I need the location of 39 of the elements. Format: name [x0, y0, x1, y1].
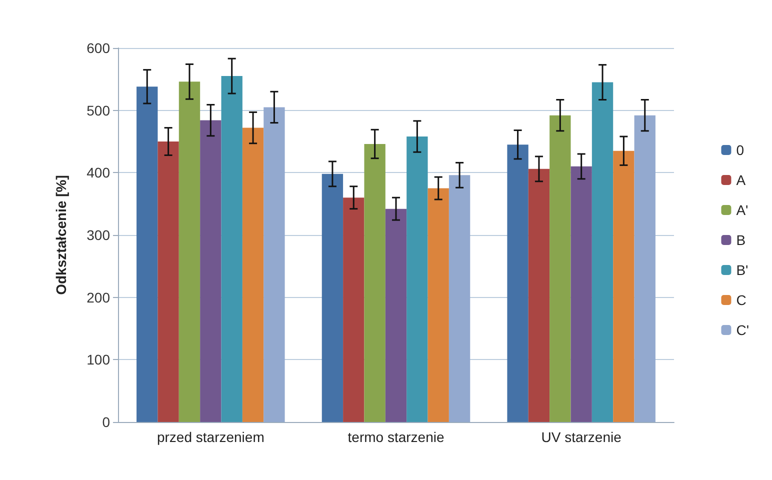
legend-label: C' — [736, 322, 750, 338]
legend-label: B — [736, 232, 746, 248]
y-axis-title: Odkształcenie [%] — [53, 175, 69, 295]
x-tick-label: UV starzenie — [541, 429, 622, 445]
bar — [385, 208, 407, 422]
bar — [634, 115, 656, 422]
y-tick-label: 600 — [86, 40, 110, 56]
bar — [136, 86, 158, 422]
bar — [221, 76, 242, 422]
legend-label: A — [736, 172, 746, 188]
bar — [428, 188, 449, 422]
y-tick-label: 500 — [86, 102, 110, 118]
bar — [158, 142, 179, 422]
y-tick-label: 400 — [86, 164, 110, 181]
bar — [364, 144, 386, 422]
bar — [264, 107, 285, 422]
y-tick-label: 0 — [102, 414, 110, 430]
legend-label: B' — [736, 262, 748, 278]
bar — [448, 175, 470, 422]
x-tick-label: termo starzenie — [348, 429, 444, 445]
bar — [343, 198, 364, 422]
bar — [507, 144, 528, 422]
y-tick-label: 200 — [86, 289, 110, 306]
legend-label: 0 — [736, 142, 744, 158]
bar — [613, 150, 634, 422]
legend-label: C — [736, 292, 746, 308]
bar — [322, 174, 344, 422]
bar — [200, 120, 222, 422]
y-tick-label: 300 — [86, 227, 110, 243]
bar — [528, 168, 550, 422]
bar — [242, 128, 264, 422]
y-tick-label: 100 — [86, 352, 110, 368]
bar — [550, 115, 571, 422]
bar — [406, 136, 428, 422]
bar — [570, 166, 592, 422]
bar — [592, 82, 614, 422]
bar — [178, 82, 200, 422]
x-tick-label: przed starzeniem — [156, 429, 264, 445]
legend-label: A' — [736, 202, 748, 218]
